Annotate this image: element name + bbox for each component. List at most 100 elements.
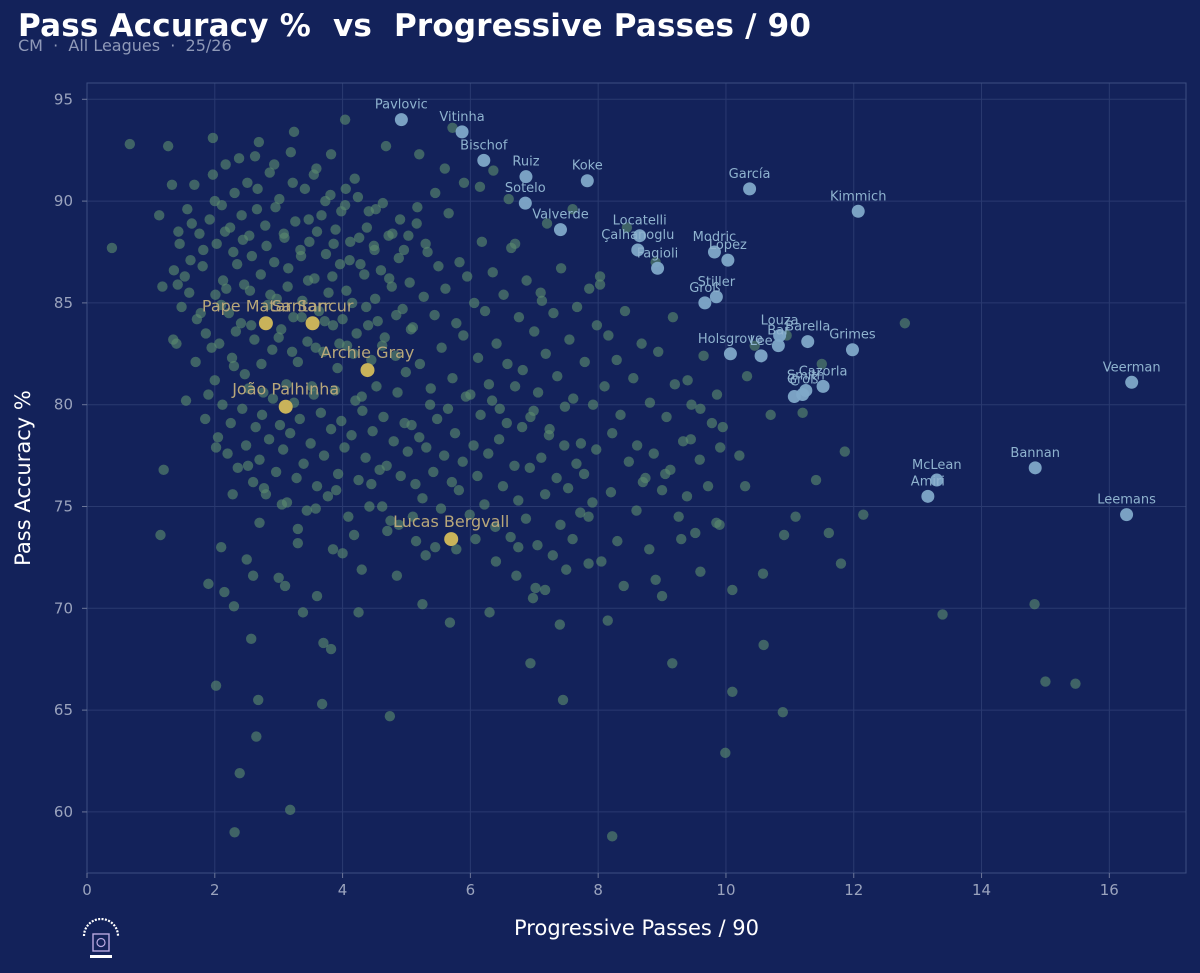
player-point (715, 442, 726, 453)
labeled-player-point (709, 290, 723, 304)
player-point (319, 316, 330, 327)
player-point (681, 491, 693, 502)
player-point (714, 519, 725, 531)
player-point (587, 399, 599, 410)
player-point (611, 354, 622, 366)
player-point (429, 309, 440, 321)
highlighted-player-name: Archie Gray (321, 343, 415, 362)
player-point (517, 364, 528, 376)
podcast-logo (82, 918, 120, 958)
player-point (636, 338, 647, 349)
player-point (527, 592, 539, 604)
player-point (516, 421, 528, 433)
y-tick-label: 95 (54, 90, 73, 108)
player-point (346, 430, 357, 441)
player-point (341, 285, 352, 296)
player-point (336, 206, 347, 217)
player-point (211, 238, 222, 250)
player-point (221, 283, 232, 294)
player-point (318, 346, 329, 357)
player-point (384, 273, 395, 284)
player-point (327, 271, 338, 282)
player-point (509, 460, 520, 471)
player-point (513, 495, 524, 506)
player-point (405, 324, 417, 335)
labeled-player: McLean (912, 458, 962, 487)
player-point (228, 601, 240, 612)
background-points (106, 114, 1081, 842)
player-point (251, 204, 263, 215)
player-point (631, 440, 643, 451)
player-point (810, 474, 822, 486)
labeled-player: Fagioli (637, 246, 678, 275)
player-point (377, 197, 389, 209)
labeled-points: Pavlovic Vitinha Bischof Ruiz Koke Sotelo Garc… (375, 98, 1161, 522)
player-point (621, 222, 633, 233)
player-point (327, 544, 339, 555)
player-point (749, 340, 760, 351)
player-point (227, 489, 238, 500)
player-point (294, 413, 305, 425)
player-point (315, 407, 327, 419)
player-point (285, 147, 297, 158)
labeled-player: Louza (761, 313, 799, 342)
player-point (384, 711, 396, 722)
labeled-player-name: Cazorla (799, 364, 848, 379)
player-point (262, 299, 274, 311)
player-point (410, 478, 421, 490)
player-point (494, 403, 505, 414)
player-point (468, 440, 479, 451)
player-point (250, 421, 261, 433)
player-point (650, 574, 661, 586)
labeled-player-name: Bischof (460, 138, 508, 153)
player-point (246, 320, 257, 331)
player-point (339, 114, 351, 125)
player-point (424, 399, 436, 410)
player-point (219, 586, 230, 598)
player-point (277, 444, 289, 455)
player-point (449, 428, 461, 439)
player-point (362, 320, 374, 331)
labeled-player: Lee (750, 334, 773, 363)
player-point (661, 411, 672, 423)
player-point (591, 320, 603, 331)
player-point (564, 334, 575, 345)
player-point (378, 411, 389, 423)
player-point (451, 544, 462, 555)
player-point (460, 391, 472, 402)
player-point (447, 122, 458, 133)
player-point (355, 259, 366, 270)
labeled-player-name: Lee (750, 334, 773, 349)
player-point (241, 554, 252, 565)
player-point (382, 525, 393, 537)
player-point (690, 527, 701, 539)
player-point (291, 472, 302, 484)
player-point (284, 804, 296, 816)
player-point (203, 578, 214, 590)
player-point (607, 831, 618, 842)
y-tick-label: 65 (54, 701, 73, 719)
player-point (536, 295, 548, 307)
player-point (242, 460, 254, 471)
player-point (521, 275, 532, 286)
player-point (388, 436, 399, 447)
player-point (256, 358, 267, 370)
labeled-player: Veerman (1103, 360, 1161, 389)
player-point (457, 456, 468, 467)
player-point (583, 511, 594, 522)
y-axis-label: Pass Accuracy % (11, 390, 35, 566)
labeled-player: Amiri (911, 474, 945, 503)
player-point (336, 415, 347, 427)
plot-frame (86, 82, 1187, 874)
player-point (210, 680, 222, 691)
highlighted-player-point (360, 363, 375, 378)
player-point (359, 269, 370, 280)
player-point (323, 287, 334, 298)
player-point (520, 513, 532, 524)
labeled-player-name: Bannan (1010, 446, 1060, 461)
player-point (711, 389, 723, 400)
player-point (557, 694, 569, 706)
player-point (223, 307, 235, 319)
player-point (790, 511, 801, 522)
player-point (209, 195, 220, 207)
